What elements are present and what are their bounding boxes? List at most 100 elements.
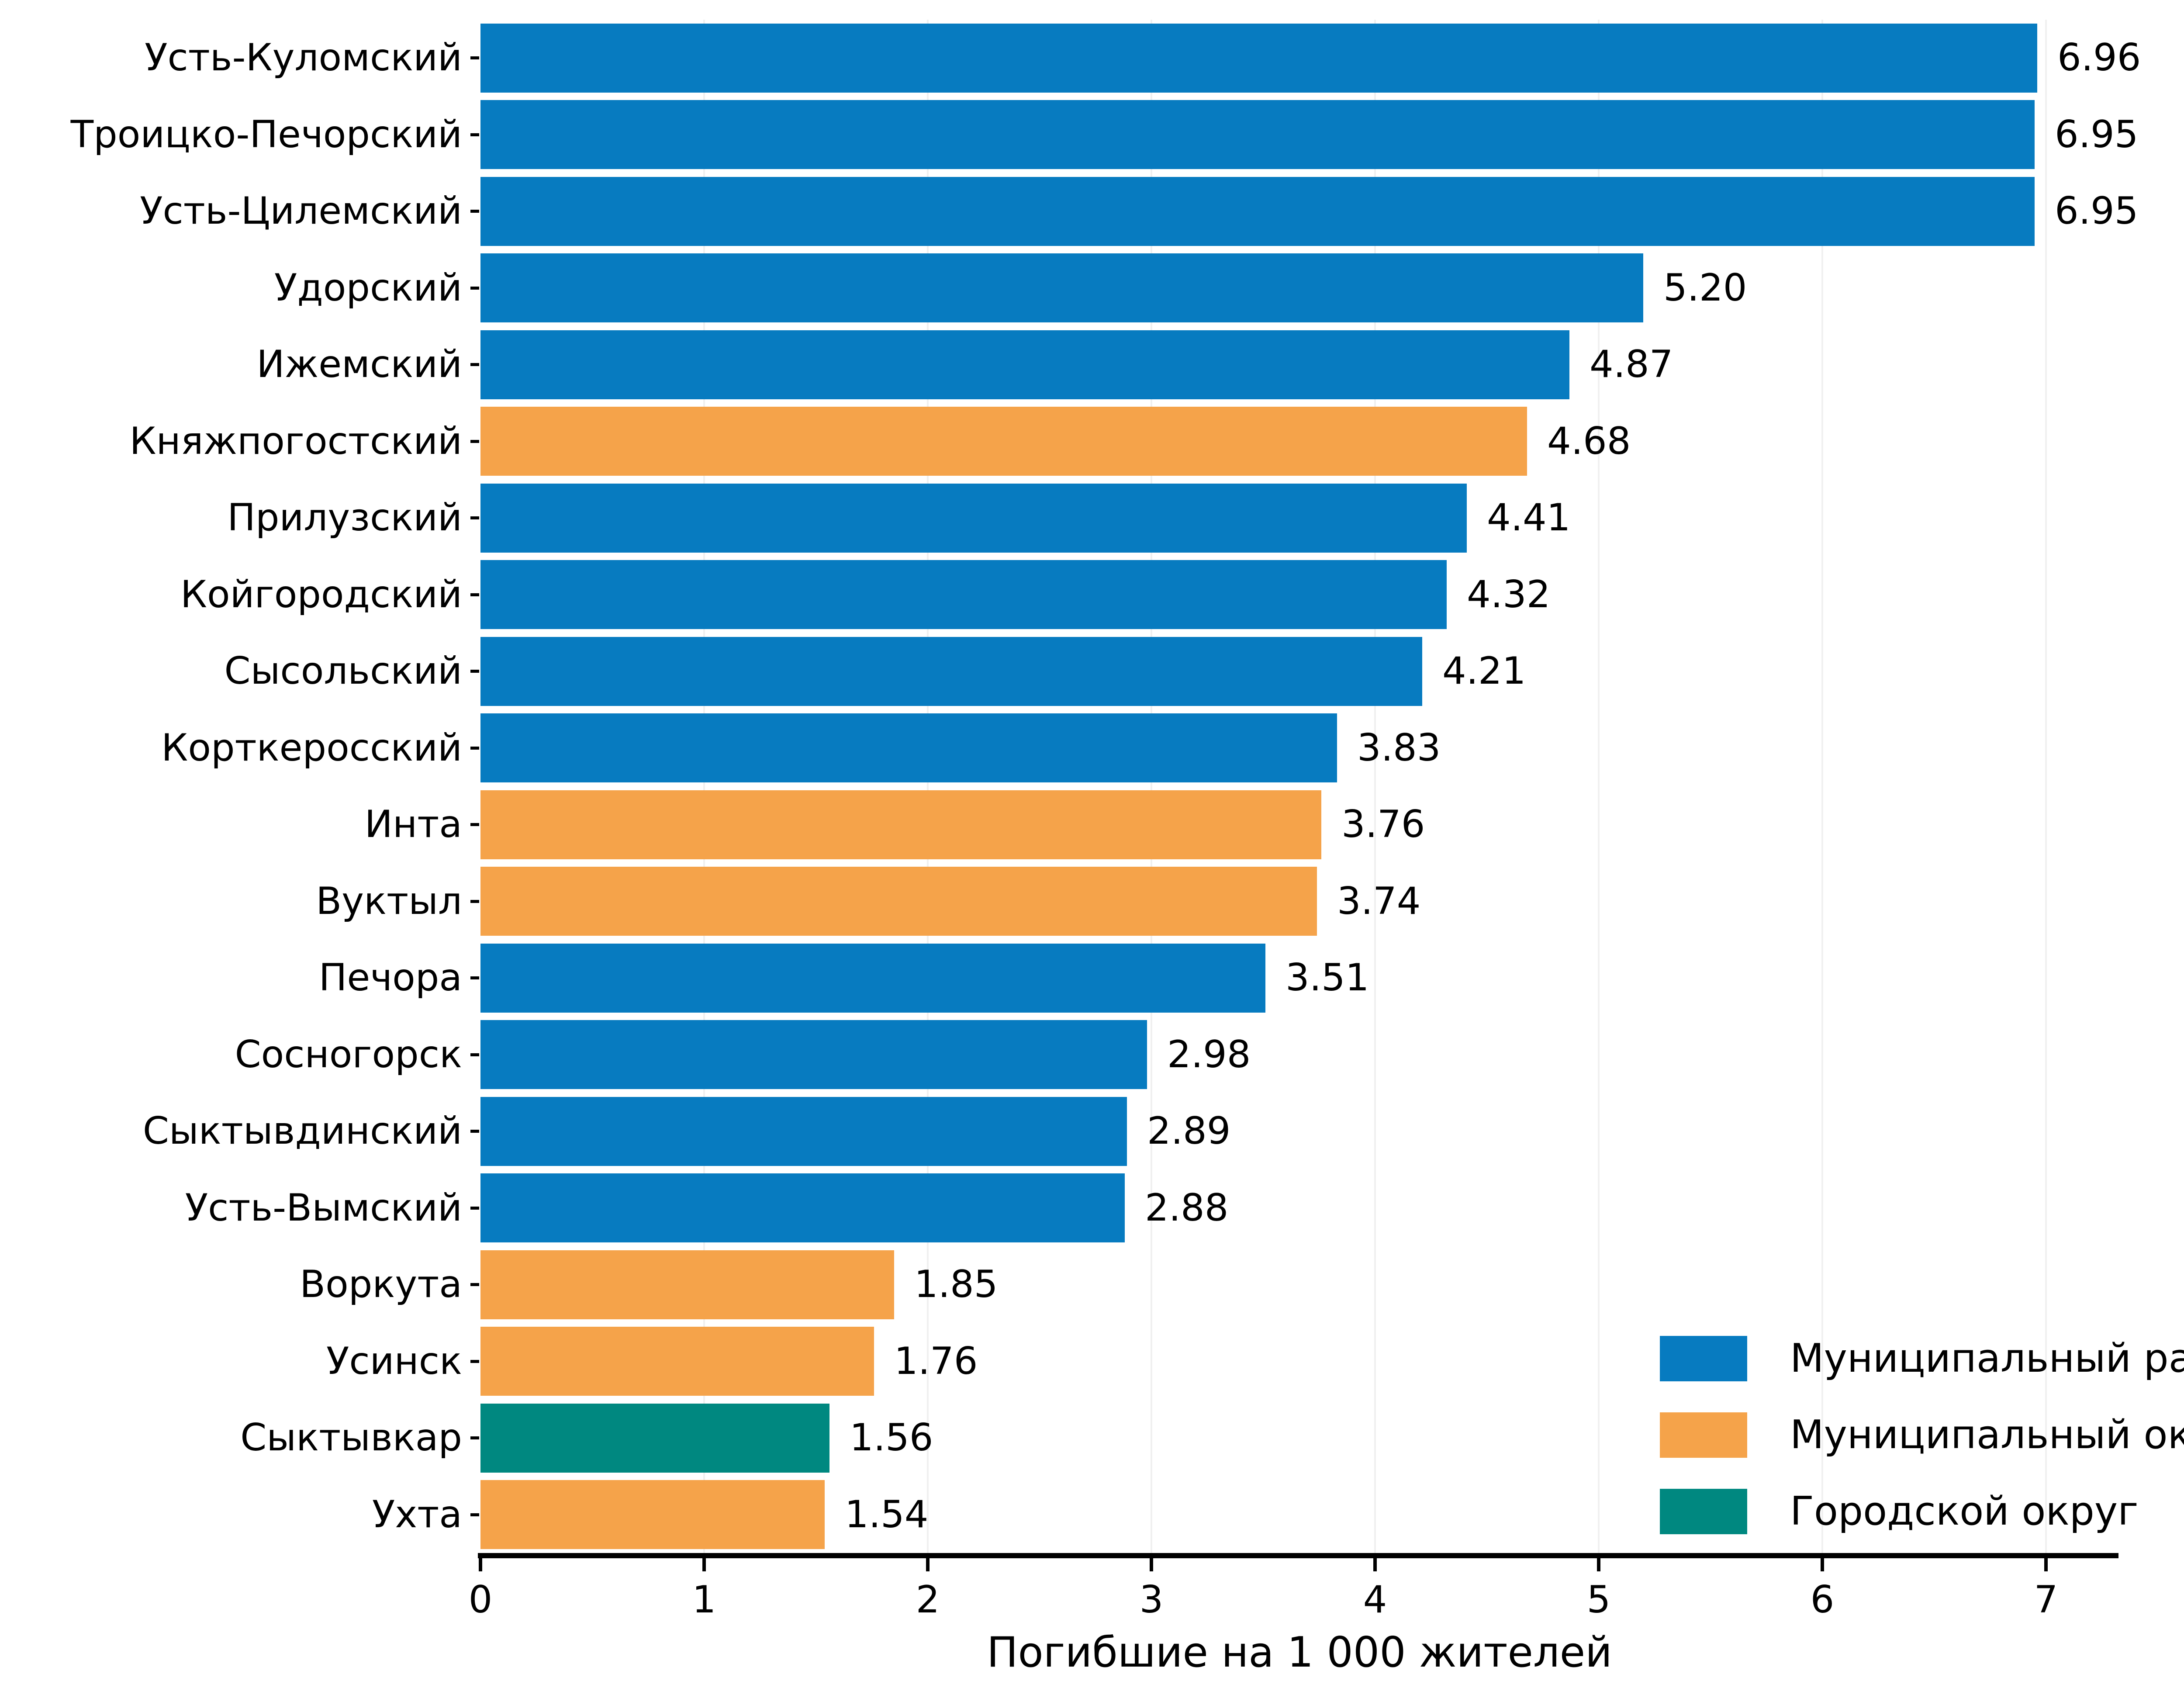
x-tick-mark (1150, 1558, 1153, 1571)
x-tick-label: 5 (1586, 1578, 1611, 1622)
legend: Муниципальный район Муниципальный округ Го… (1660, 1320, 2184, 1550)
bar-value-label: 4.68 (1547, 419, 1631, 463)
bar-value-label: 3.76 (1341, 802, 1425, 846)
y-axis-label: Усть-Вымский (185, 1186, 462, 1230)
x-tick-label: 4 (1363, 1578, 1387, 1622)
legend-row: Муниципальный округ (1660, 1397, 2184, 1473)
bar-okrug (480, 1480, 825, 1550)
bar-value-label: 4.87 (1590, 342, 1673, 386)
x-tick-label: 0 (468, 1578, 493, 1622)
bar-value-label: 1.85 (914, 1263, 998, 1306)
x-tick-label: 2 (916, 1578, 940, 1622)
y-tick-mark (470, 670, 479, 673)
y-tick-mark (470, 363, 479, 367)
y-tick-mark (470, 439, 479, 443)
x-tick-mark (702, 1558, 706, 1571)
y-axis-label: Ижемский (256, 342, 462, 386)
y-tick-mark (470, 210, 479, 213)
y-axis-label: Корткеросский (161, 726, 462, 770)
legend-label: Муниципальный округ (1790, 1412, 2184, 1458)
gridline (2045, 20, 2047, 1553)
x-tick-mark (1821, 1558, 1824, 1571)
y-axis-label: Сосногорск (235, 1032, 462, 1076)
bar-city (480, 1403, 829, 1473)
bar-okrug (480, 867, 1317, 936)
y-tick-mark (470, 1206, 479, 1210)
y-tick-mark (470, 1283, 479, 1287)
y-tick-mark (470, 286, 479, 290)
x-tick-mark (1373, 1558, 1377, 1571)
bar-value-label: 6.96 (2057, 36, 2141, 80)
gridline (927, 20, 929, 1553)
bar-value-label: 3.74 (1337, 879, 1421, 923)
legend-swatch-city (1660, 1488, 1747, 1534)
y-axis-label: Усинск (326, 1339, 462, 1383)
y-axis-label: Воркута (300, 1263, 462, 1306)
y-tick-mark (470, 976, 479, 980)
legend-row: Городской округ (1660, 1473, 2184, 1550)
y-tick-mark (470, 1359, 479, 1363)
y-tick-mark (470, 1053, 479, 1056)
legend-row: Муниципальный район (1660, 1320, 2184, 1397)
bar-district (480, 943, 1265, 1013)
gridline (703, 20, 705, 1553)
bar-value-label: 3.51 (1286, 956, 1369, 1000)
legend-label: Муниципальный район (1790, 1335, 2184, 1381)
y-axis-label: Сысольский (224, 649, 462, 693)
gridline (1374, 20, 1376, 1553)
y-tick-mark (470, 823, 479, 827)
y-axis-label: Сыктывдинский (142, 1109, 462, 1153)
x-axis-title: Погибшие на 1 000 жителей (987, 1629, 1612, 1677)
bar-value-label: 3.83 (1357, 726, 1441, 770)
y-axis-label: Княжпогостский (129, 419, 462, 463)
gridline (1821, 20, 1823, 1553)
bar-district (480, 330, 1569, 399)
bar-okrug (480, 1327, 874, 1396)
bar-value-label: 2.89 (1147, 1109, 1231, 1153)
x-tick-mark (479, 1558, 482, 1571)
bar-district (480, 23, 2037, 93)
y-axis-label: Прилузский (227, 496, 462, 540)
bar-district (480, 100, 2035, 169)
bar-district (480, 176, 2035, 246)
y-tick-mark (470, 746, 479, 750)
bar-value-label: 1.76 (894, 1339, 978, 1383)
bar-district (480, 483, 1467, 553)
x-tick-label: 1 (692, 1578, 716, 1622)
y-axis-label: Усть-Цилемский (140, 189, 462, 233)
y-tick-mark (470, 133, 479, 136)
x-tick-mark (1597, 1558, 1600, 1571)
x-tick-mark (2044, 1558, 2048, 1571)
y-axis-label: Вуктыл (316, 879, 462, 923)
bar-district (480, 1020, 1147, 1090)
y-axis-label: Койгородский (180, 572, 462, 616)
legend-label: Городской округ (1790, 1488, 2139, 1534)
y-axis-label: Усть-Куломский (145, 36, 462, 80)
bar-district (480, 636, 1422, 706)
x-tick-label: 3 (1139, 1578, 1164, 1622)
bar-okrug (480, 790, 1321, 859)
y-tick-mark (470, 516, 479, 520)
y-axis-label: Инта (364, 802, 462, 846)
x-tick-label: 7 (2034, 1578, 2058, 1622)
y-tick-mark (470, 56, 479, 60)
y-tick-mark (470, 1436, 479, 1440)
plot-area: 6.96 6.95 6.95 5.20 4.87 4.68 4.41 4.32 4.21 3.83… (480, 20, 2141, 1553)
legend-swatch-okrug (1660, 1412, 1747, 1458)
x-tick-mark (926, 1558, 930, 1571)
bar-value-label: 2.88 (1145, 1186, 1229, 1230)
bar-value-label: 4.32 (1467, 572, 1551, 616)
bar-value-label: 6.95 (2055, 189, 2139, 233)
legend-swatch-district (1660, 1335, 1747, 1381)
bar-value-label: 4.21 (1442, 649, 1526, 693)
bar-district (480, 713, 1337, 783)
bar-value-label: 4.41 (1487, 496, 1571, 540)
bar-value-label: 2.98 (1167, 1032, 1251, 1076)
y-axis-label: Сыктывкар (240, 1416, 462, 1460)
y-tick-mark (470, 593, 479, 596)
x-tick-label: 6 (1810, 1578, 1835, 1622)
y-tick-mark (470, 1513, 479, 1516)
bar-district (480, 1173, 1125, 1243)
x-axis-line (478, 1553, 2118, 1558)
